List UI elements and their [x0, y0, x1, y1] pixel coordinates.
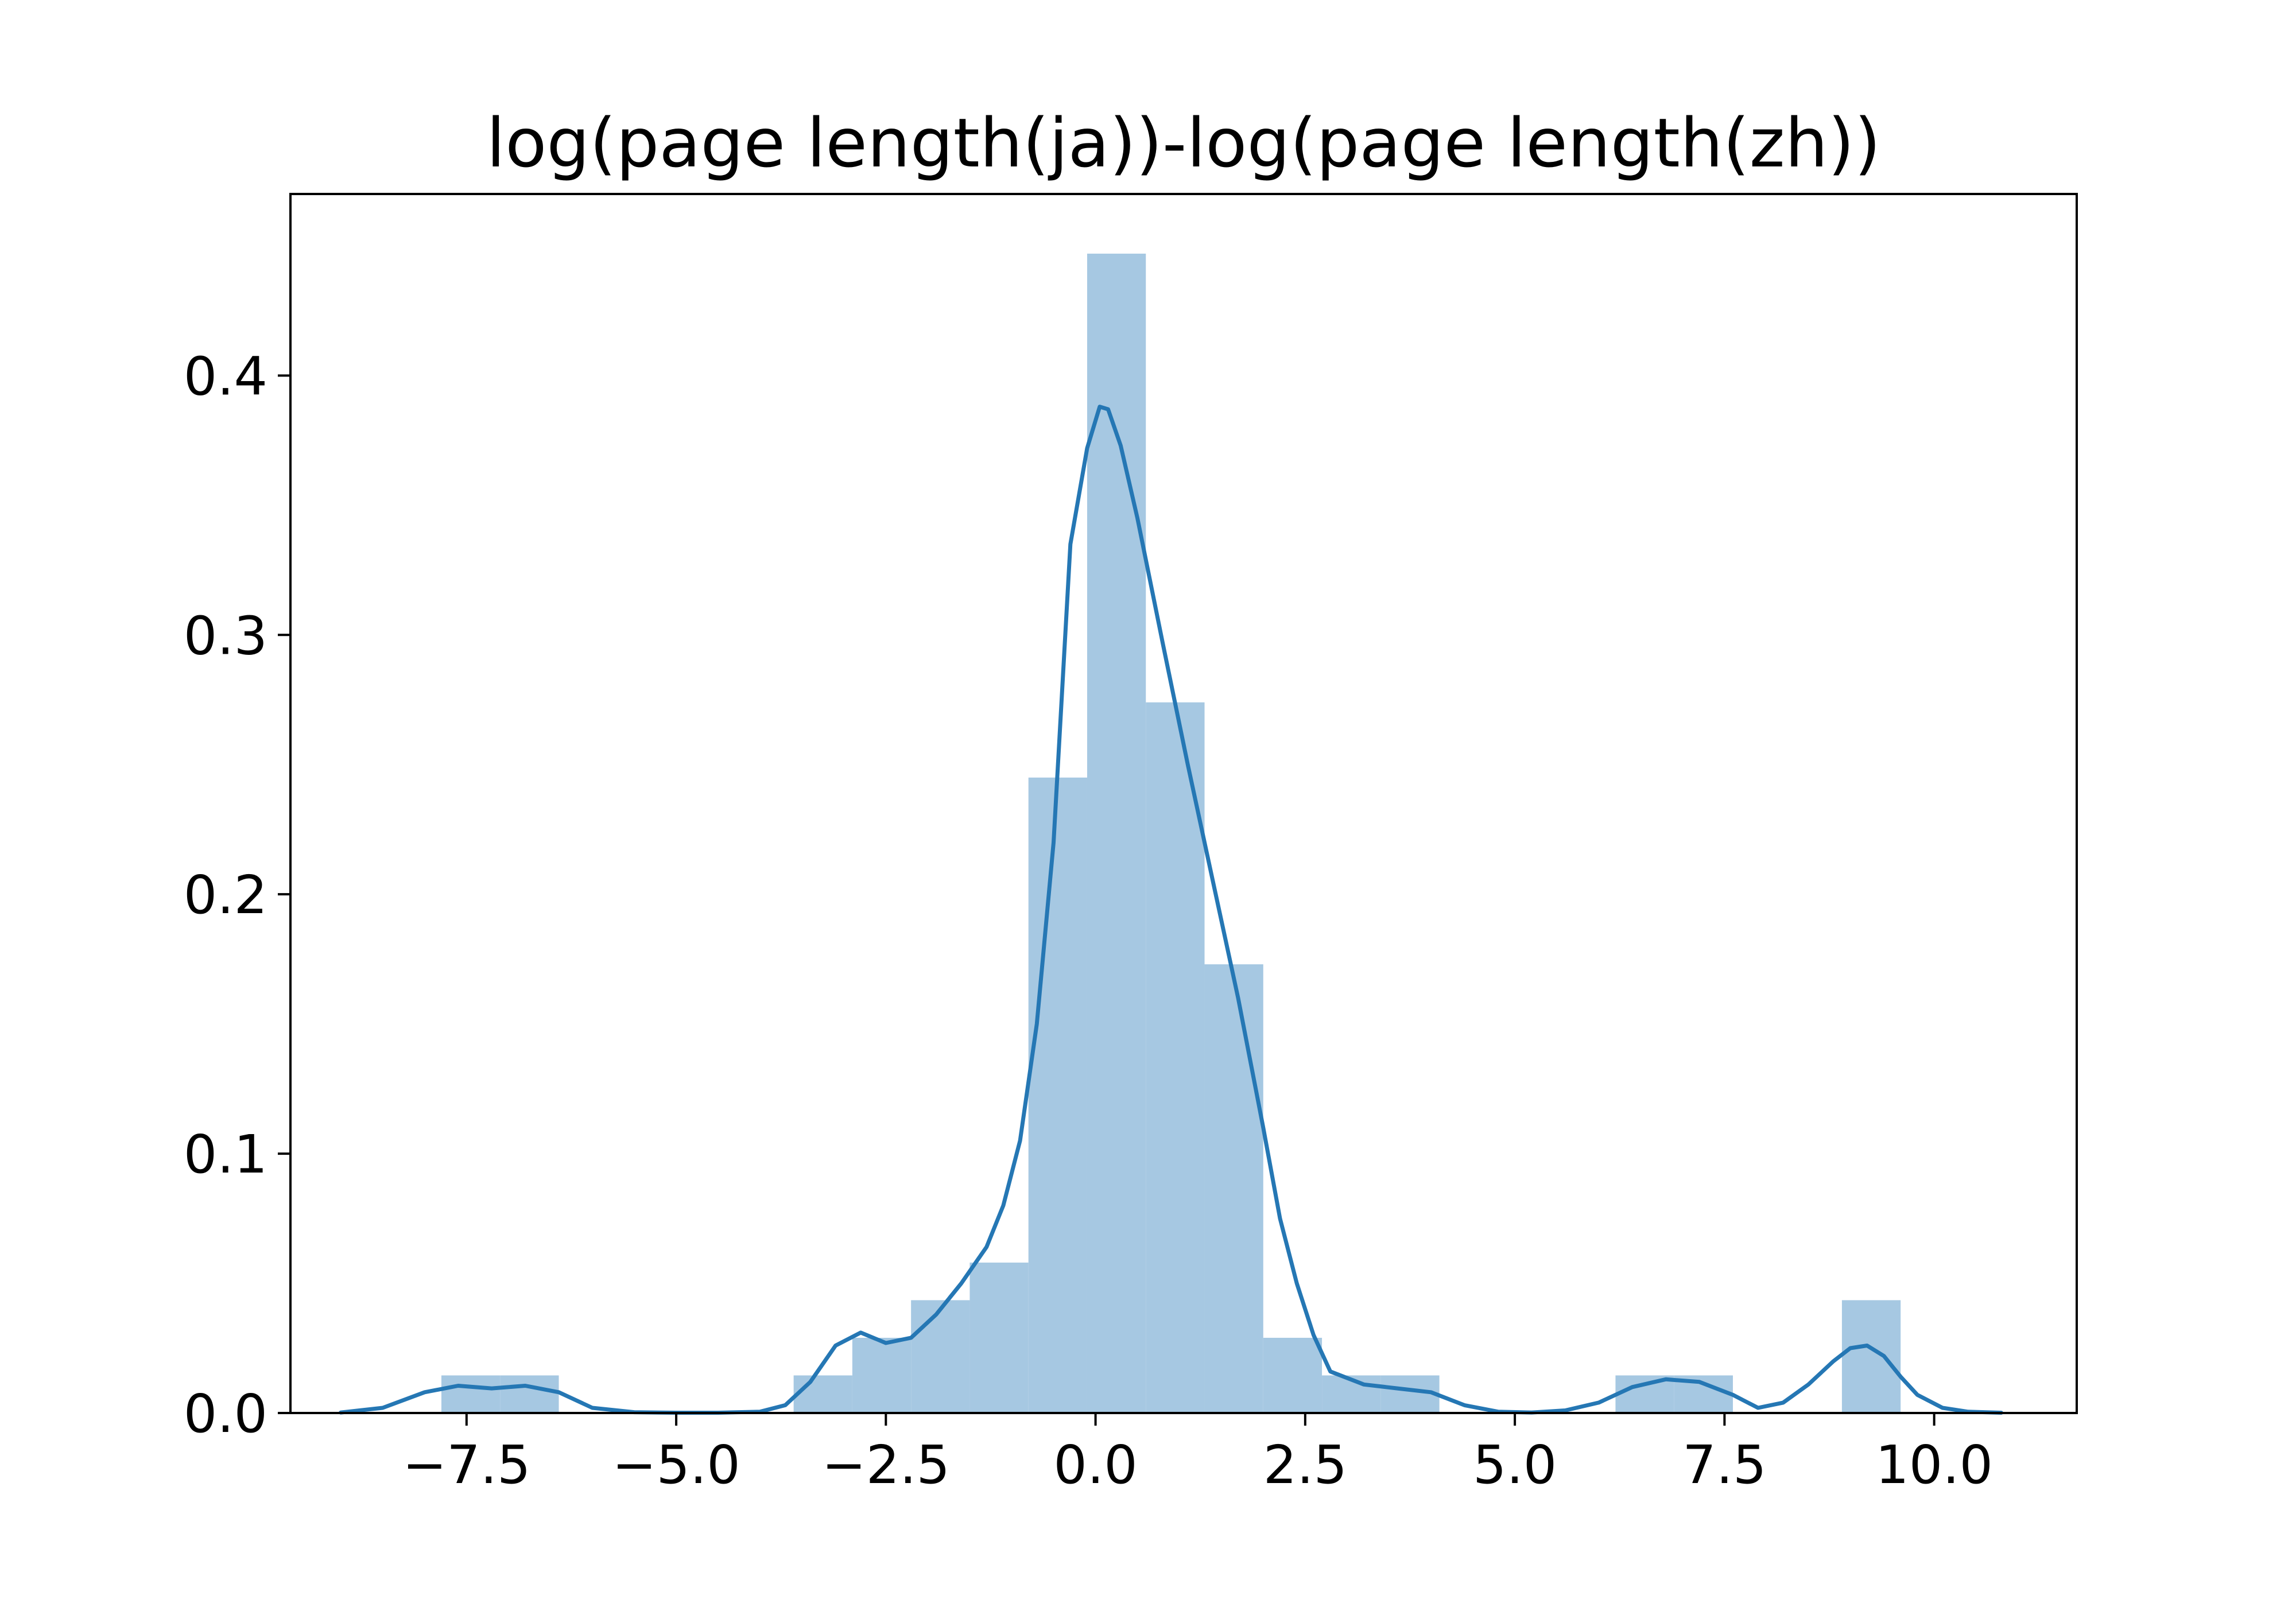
y-axis: 0.0 0.1 0.2 0.3 0.4: [184, 346, 290, 1445]
histogram-bar: [969, 1262, 1029, 1413]
x-tick-label: −7.5: [402, 1434, 530, 1496]
histogram-bar: [1841, 1300, 1901, 1413]
y-tick-label: 0.3: [184, 605, 267, 666]
y-tick-label: 0.4: [184, 346, 267, 407]
x-tick-label: −5.0: [612, 1434, 740, 1496]
y-tick-label: 0.1: [184, 1124, 267, 1185]
histogram-bar: [1380, 1375, 1440, 1413]
y-tick-label: 0.2: [184, 864, 267, 926]
histogram-bar: [1204, 964, 1263, 1413]
chart-title: log(page length(ja))-log(page length(zh)…: [486, 103, 1880, 183]
histogram-bar: [852, 1337, 912, 1413]
histogram-bar: [441, 1375, 501, 1413]
histogram-bars: [441, 253, 1901, 1413]
x-axis: −7.5 −5.0 −2.5 0.0 2.5 5.0 7.5 10.0: [402, 1413, 1993, 1496]
x-tick-label: 5.0: [1473, 1434, 1557, 1496]
y-tick-label: 0.0: [184, 1383, 267, 1445]
x-tick-label: 0.0: [1053, 1434, 1137, 1496]
histogram-bar: [911, 1300, 970, 1413]
histogram-bar: [1146, 702, 1205, 1413]
plot-area-frame: [289, 193, 2078, 1414]
histogram-bar: [1028, 777, 1087, 1413]
histogram-bar: [500, 1375, 559, 1413]
x-tick-label: 2.5: [1263, 1434, 1347, 1496]
histogram-bar: [1087, 253, 1146, 1413]
histogram-bar: [793, 1375, 852, 1413]
histogram-bar: [1263, 1337, 1322, 1413]
x-tick-label: −2.5: [822, 1434, 950, 1496]
x-tick-label: 10.0: [1875, 1434, 1993, 1496]
x-tick-label: 7.5: [1682, 1434, 1766, 1496]
